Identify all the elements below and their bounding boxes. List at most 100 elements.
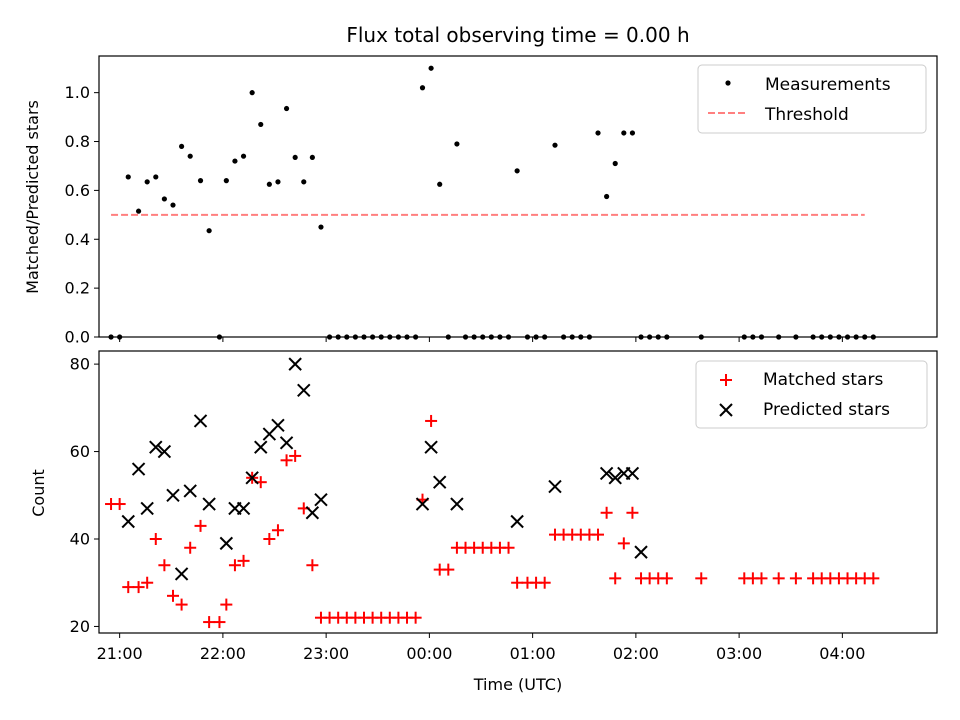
matched-star-point [203, 616, 216, 629]
legend-label-predicted: Predicted stars [763, 400, 890, 420]
measurement-point [197, 178, 204, 184]
matched-star-point [141, 576, 154, 589]
y-tick-label: 20 [70, 617, 90, 636]
measurement-point [249, 90, 255, 96]
legend-label-matched: Matched stars [763, 370, 883, 390]
measurement-point [232, 158, 238, 164]
y-tick-label: 80 [70, 355, 90, 374]
measurement-point [258, 121, 264, 128]
x-tick-label: 22:00 [200, 644, 246, 663]
predicted-star-point [140, 501, 154, 516]
measurement-point [595, 130, 601, 136]
measurement-point [629, 130, 636, 136]
bottom-legend-box [695, 360, 928, 429]
top-plot-area [108, 65, 876, 340]
legend-label-measurements: Measurements [765, 75, 891, 95]
predicted-star-point [202, 497, 216, 511]
measurement-point [612, 160, 618, 167]
measurement-point [161, 196, 167, 202]
measurement-point [552, 142, 558, 148]
predicted-star-point [193, 414, 208, 428]
measurement-point [153, 174, 159, 180]
matched-star-point [409, 611, 422, 624]
measurement-point [437, 181, 443, 187]
measurement-point [419, 85, 426, 91]
y-tick-label: 60 [70, 442, 90, 461]
matched-star-point [113, 498, 126, 511]
measurement-point [266, 181, 272, 187]
predicted-star-point [254, 440, 268, 454]
predicted-star-point [157, 444, 172, 459]
matched-star-point [695, 572, 708, 585]
predicted-star-point [424, 440, 438, 454]
matched-star-point [772, 572, 785, 585]
matched-star-point [175, 598, 188, 611]
matched-star-point [617, 537, 630, 550]
matched-star-point [194, 519, 207, 532]
bottom-y-axis: 20 40 60 80 [70, 355, 99, 636]
measurement-point [135, 208, 142, 214]
matched-star-point [149, 533, 162, 545]
predicted-star-point [415, 497, 430, 511]
x-tick: 04:00 [819, 633, 865, 663]
predicted-star-point [121, 514, 135, 529]
matched-star-point [263, 533, 276, 545]
predicted-star-point [450, 497, 464, 511]
measurement-point [514, 168, 520, 174]
matched-star-point [228, 559, 241, 572]
y-tick: 20 [70, 617, 99, 636]
matched-star-point [237, 554, 250, 567]
top-y-axis: 0.0 0.2 0.4 0.6 0.8 1.0 [65, 83, 99, 347]
y-tick-label: 0.2 [65, 279, 90, 298]
predicted-star-point [608, 471, 622, 485]
bottom-y-axis-label: Count [29, 469, 48, 517]
x-tick-label: 23:00 [303, 644, 349, 663]
matched-star-point [220, 598, 233, 611]
matched-star-point [271, 524, 284, 537]
measurement-point [170, 202, 176, 208]
predicted-star-point [599, 466, 614, 481]
measurement-point [187, 153, 193, 159]
x-tick: 00:00 [406, 633, 452, 663]
predicted-star-point [174, 567, 189, 581]
matched-star-point [122, 581, 135, 594]
top-y-axis-label: Matched/Predicted stars [23, 100, 42, 294]
measurement-point [275, 179, 281, 185]
legend-marker-matched [720, 374, 732, 386]
x-tick: 01:00 [510, 633, 556, 663]
bottom-legend: Matched stars Predicted stars [695, 360, 928, 429]
y-tick-label: 1.0 [65, 83, 90, 102]
y-tick: 40 [70, 530, 99, 549]
predicted-star-point [183, 484, 197, 498]
predicted-star-point [634, 545, 648, 559]
matched-star-point [502, 541, 515, 554]
x-tick: 21:00 [97, 633, 143, 663]
predicted-star-point [510, 514, 524, 529]
predicted-star-point [288, 357, 302, 371]
predicted-star-point [305, 506, 320, 520]
matched-star-point [538, 576, 551, 589]
top-panel: 0.0 0.2 0.4 0.6 0.8 1.0 Matched/Predicted sta… [23, 55, 938, 347]
measurement-point [125, 174, 131, 180]
x-tick-label: 01:00 [510, 644, 556, 663]
y-tick-label: 0.8 [65, 132, 90, 151]
matched-star-point [184, 541, 197, 554]
chart-title: Flux total observing time = 0.00 h [346, 23, 689, 47]
measurement-point [604, 193, 610, 200]
matched-star-point [280, 454, 293, 467]
predicted-star-point [219, 536, 234, 551]
y-tick-label: 0.6 [65, 181, 90, 200]
predicted-star-point [236, 501, 251, 516]
measurement-point [292, 154, 298, 161]
matched-star-point [132, 581, 145, 594]
predicted-star-point [149, 440, 163, 454]
predicted-star-point [271, 418, 285, 433]
matched-star-point [609, 572, 622, 585]
top-legend-box [697, 64, 927, 134]
x-tick: 02:00 [613, 633, 659, 663]
measurement-point [283, 105, 290, 112]
y-tick: 0.6 [65, 181, 99, 200]
measurement-point [301, 179, 307, 185]
measurement-point [178, 143, 185, 150]
y-tick: 0.4 [65, 230, 99, 249]
